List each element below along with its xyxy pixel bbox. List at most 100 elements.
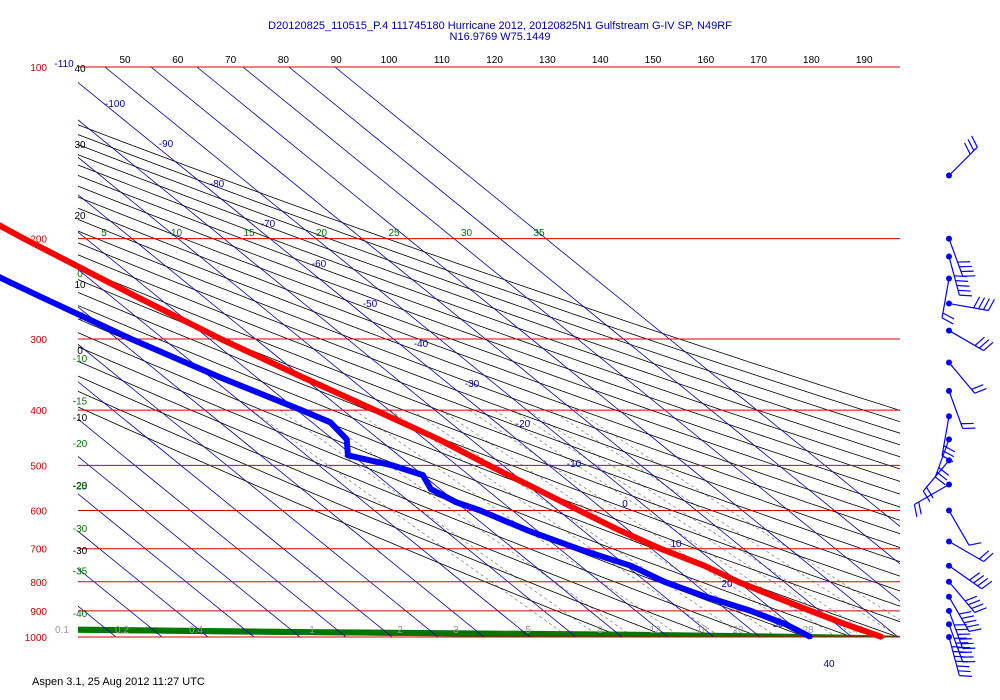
dry-adiabat — [78, 390, 669, 637]
isotherm — [334, 67, 900, 527]
profile-point — [129, 336, 134, 341]
wind-shaft — [948, 636, 960, 676]
top-tick-label: 70 — [225, 55, 237, 66]
mixing-ratio-label: 0.4 — [189, 625, 203, 636]
pressure-tick-label: 900 — [30, 607, 47, 618]
profile-point — [525, 528, 530, 533]
isotherm-label: 40 — [823, 659, 835, 670]
moist-adiabat-left-label: -20 — [73, 439, 88, 450]
isotherm — [78, 381, 393, 637]
top-tick-label: 100 — [381, 55, 398, 66]
wind-feather — [956, 284, 970, 287]
isotherm-label: -30 — [465, 379, 480, 390]
isotherm — [78, 119, 715, 637]
wind-shaft — [948, 302, 989, 312]
mixing-ratio-line — [310, 409, 634, 637]
mixing-ratio-label: 8 — [597, 625, 603, 636]
isotherm — [150, 67, 853, 637]
isotherm-label: -60 — [312, 259, 327, 270]
wind-barb — [922, 457, 952, 503]
mixing-ratio-label: 12 — [649, 625, 661, 636]
top-tick-label: 90 — [331, 55, 343, 66]
wind-feather — [971, 135, 978, 148]
dry-adiabat — [78, 219, 900, 521]
wind-shaft — [948, 362, 976, 394]
isotherm — [78, 194, 623, 637]
profile-point — [808, 635, 813, 639]
wind-feather — [958, 670, 971, 673]
dry-adiabat — [78, 279, 900, 592]
wind-feather — [968, 542, 982, 546]
wind-shaft — [948, 510, 970, 546]
wind-feather — [983, 341, 994, 352]
isotherm-label: -20 — [516, 419, 531, 430]
profile-point — [577, 508, 582, 513]
dry-adiabat — [78, 230, 900, 535]
dry-adiabat-label: 10 — [74, 280, 86, 291]
wind-barb — [946, 359, 987, 394]
wind-barb — [946, 507, 982, 546]
isotherm-label: -70 — [261, 219, 276, 230]
profile-point — [736, 579, 741, 584]
wind-barb — [946, 607, 976, 650]
moist-adiabat-top-label: 20 — [316, 228, 328, 239]
pressure-tick-label: 700 — [30, 545, 47, 556]
pressure-tick-label: 400 — [30, 406, 47, 417]
dry-adiabat-label: -10 — [73, 413, 88, 424]
wind-feather — [974, 387, 987, 394]
footer-timestamp: Aspen 3.1, 25 Aug 2012 11:27 UTC — [32, 676, 205, 688]
pressure-tick-label: 200 — [30, 235, 47, 246]
wind-feather — [982, 298, 991, 310]
pressure-tick-label: 800 — [30, 578, 47, 589]
pressure-tick-label: 500 — [30, 461, 47, 472]
moist-adiabat-left-label: -25 — [73, 482, 88, 493]
profile-point — [436, 437, 441, 442]
top-tick-label: 170 — [750, 55, 767, 66]
top-tick-label: 180 — [803, 55, 820, 66]
wind-feather — [955, 280, 969, 282]
mixing-ratio-label: 2 — [397, 625, 403, 636]
dry-adiabat — [78, 406, 623, 637]
moist-adiabat-left-label: -30 — [73, 524, 88, 535]
moist-adiabat-left-label: -35 — [73, 567, 88, 578]
profile-point — [217, 375, 222, 380]
mixing-ratio-line — [279, 409, 601, 637]
profile-point — [390, 463, 395, 468]
top-tick-label: 130 — [539, 55, 556, 66]
isotherm — [78, 455, 301, 637]
isotherm — [78, 306, 485, 637]
isotherm-label: -50 — [363, 299, 378, 310]
pressure-tick-label: 100 — [30, 63, 47, 74]
profile-point — [300, 375, 305, 380]
mixing-ratio-line — [513, 409, 858, 637]
plot-area — [78, 67, 900, 637]
mixing-ratio-line — [389, 409, 721, 637]
wind-shaft — [922, 460, 950, 492]
profile-point — [808, 608, 813, 613]
dry-adiabat-label: -20 — [73, 481, 88, 492]
dry-adiabat — [78, 305, 900, 623]
profile-point — [487, 463, 492, 468]
profile-point — [344, 437, 349, 442]
top-tick-label: 120 — [486, 55, 503, 66]
mixing-ratio-label: 0.2 — [115, 625, 129, 636]
profile-point — [21, 236, 26, 241]
isotherm — [78, 231, 577, 637]
wind-barb — [934, 436, 952, 486]
wind-feather — [964, 595, 978, 602]
wind-feather — [987, 299, 995, 311]
top-tick-label: 160 — [697, 55, 714, 66]
moist-adiabat — [78, 627, 899, 637]
moist-adiabat — [78, 631, 623, 637]
wind-barb — [941, 275, 955, 325]
wind-feather — [952, 650, 966, 653]
profile-point — [662, 579, 667, 584]
moist-adiabat-top-label: 30 — [461, 228, 473, 239]
wind-barb — [946, 538, 994, 563]
wind-feather — [959, 294, 973, 297]
isotherm-label: 0 — [622, 499, 628, 510]
dry-adiabat — [78, 291, 900, 607]
chart-header: D20120825_110515_P.4 111745180 Hurricane… — [0, 21, 1000, 43]
isotherm-label: -110 — [54, 59, 74, 70]
moist-adiabat-top-label: 10 — [171, 228, 183, 239]
